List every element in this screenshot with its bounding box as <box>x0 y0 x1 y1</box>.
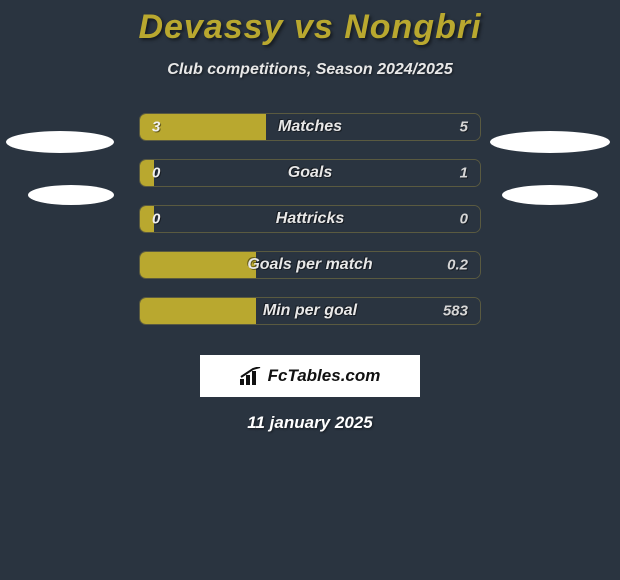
stat-label: Hattricks <box>276 210 344 228</box>
stat-value-right: 0.2 <box>447 257 468 274</box>
stat-value-right: 583 <box>443 303 468 320</box>
stat-row: Hattricks 0 0 <box>0 205 620 251</box>
subtitle: Club competitions, Season 2024/2025 <box>0 61 620 79</box>
vs-text: vs <box>294 8 334 46</box>
stat-value-right: 0 <box>460 211 468 228</box>
stat-label: Goals <box>288 164 332 182</box>
player2-name: Nongbri <box>344 8 481 46</box>
stat-bar: Min per goal 583 <box>139 297 481 325</box>
stat-row: Min per goal 583 <box>0 297 620 343</box>
comparison-title: Devassy vs Nongbri <box>0 0 620 47</box>
stat-bar-left-fill <box>140 252 256 278</box>
stat-bar-left-fill <box>140 298 256 324</box>
stat-label: Goals per match <box>247 256 372 274</box>
stat-bar: Hattricks 0 0 <box>139 205 481 233</box>
stat-value-left: 3 <box>152 119 160 136</box>
stat-value-left: 0 <box>152 165 160 182</box>
chart-icon <box>240 367 262 385</box>
stat-row: Matches 3 5 <box>0 113 620 159</box>
stat-bar: Goals per match 0.2 <box>139 251 481 279</box>
stat-label: Min per goal <box>263 302 357 320</box>
stat-row: Goals 0 1 <box>0 159 620 205</box>
site-logo: FcTables.com <box>200 355 420 397</box>
stat-value-left: 0 <box>152 211 160 228</box>
stat-label: Matches <box>278 118 342 136</box>
date-label: 11 january 2025 <box>0 413 620 433</box>
stat-value-right: 1 <box>460 165 468 182</box>
site-logo-text: FcTables.com <box>268 366 381 386</box>
player1-name: Devassy <box>138 8 283 46</box>
stat-bar: Matches 3 5 <box>139 113 481 141</box>
stat-value-right: 5 <box>460 119 468 136</box>
stat-bar: Goals 0 1 <box>139 159 481 187</box>
stat-row: Goals per match 0.2 <box>0 251 620 297</box>
stats-area: Matches 3 5 Goals 0 1 Hattricks 0 0 Goals per mat… <box>0 113 620 343</box>
